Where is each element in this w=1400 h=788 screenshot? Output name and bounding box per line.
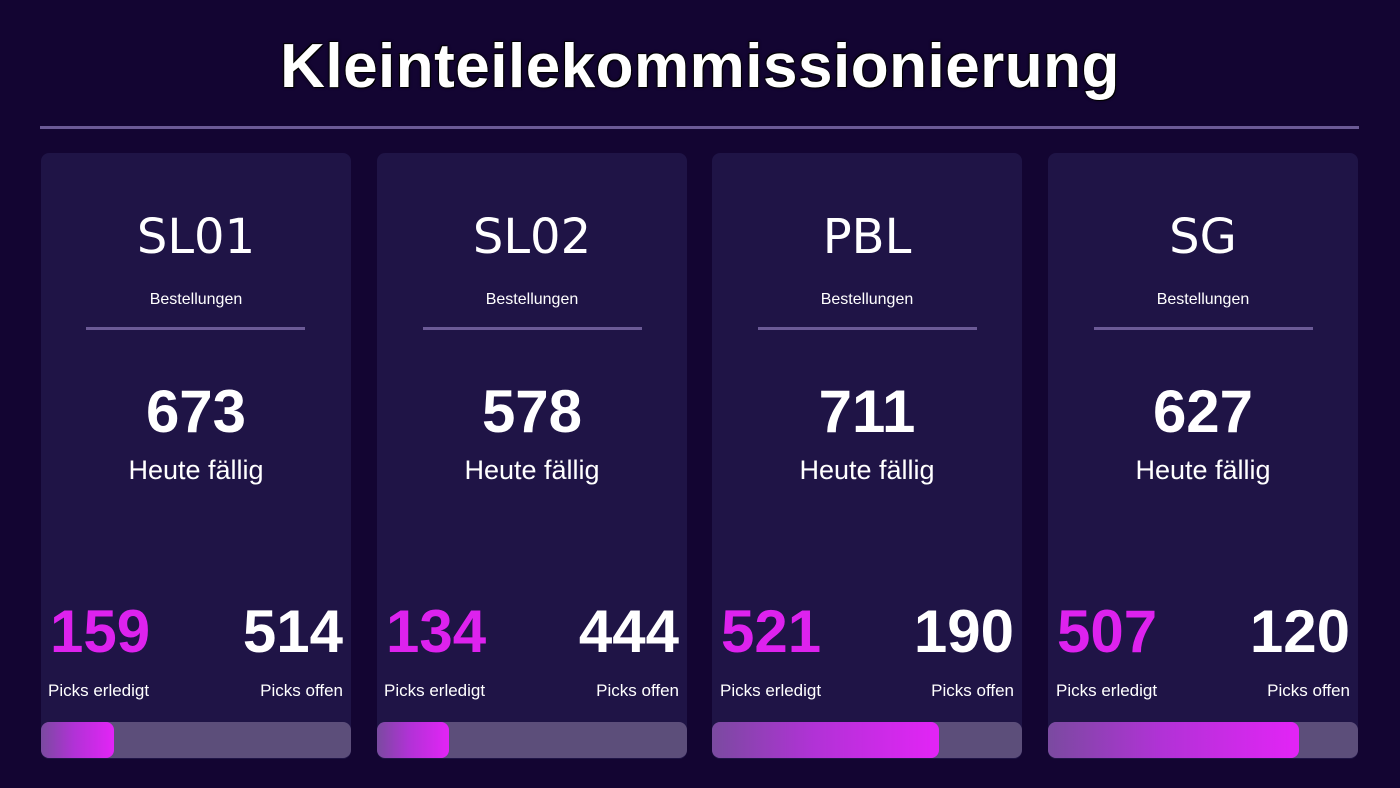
picks-open-label: Picks offen bbox=[931, 681, 1014, 700]
due-today-value: 673 bbox=[145, 378, 247, 445]
card-divider bbox=[758, 327, 977, 330]
title-divider bbox=[40, 126, 1359, 129]
progress-bar bbox=[41, 722, 351, 758]
card-name: SG bbox=[1169, 209, 1237, 265]
card-name: SL02 bbox=[472, 209, 592, 265]
due-today-label: Heute fällig bbox=[1135, 455, 1271, 485]
card-subtitle: Bestellungen bbox=[149, 291, 243, 308]
picks-open-label: Picks offen bbox=[596, 681, 679, 700]
progress-bar-fill bbox=[712, 722, 940, 758]
picks-done-label: Picks erledigt bbox=[720, 681, 822, 700]
picks-done-value: 159 bbox=[50, 598, 151, 665]
card-subtitle: Bestellungen bbox=[820, 291, 914, 308]
card-divider bbox=[86, 327, 305, 330]
due-today-label: Heute fällig bbox=[464, 455, 600, 485]
card-sl02 bbox=[377, 153, 687, 759]
card-sg bbox=[1048, 153, 1358, 759]
picks-done-value: 521 bbox=[721, 598, 822, 665]
card-divider bbox=[1094, 327, 1313, 330]
progress-bar bbox=[712, 722, 1022, 758]
picks-open-label: Picks offen bbox=[260, 681, 343, 700]
due-today-value: 578 bbox=[481, 378, 583, 445]
picks-done-label: Picks erledigt bbox=[48, 681, 150, 700]
card-name: SL01 bbox=[136, 209, 256, 265]
card-divider bbox=[423, 327, 642, 330]
page-title: Kleinteilekommissionierung bbox=[280, 32, 1120, 101]
card-subtitle: Bestellungen bbox=[485, 291, 579, 308]
progress-bar bbox=[377, 722, 687, 758]
due-today-value: 711 bbox=[818, 378, 916, 445]
card-name: PBL bbox=[822, 209, 912, 265]
picks-open-value: 120 bbox=[1249, 598, 1350, 665]
due-today-value: 627 bbox=[1152, 378, 1254, 445]
progress-bar-fill bbox=[41, 722, 115, 758]
due-today-label: Heute fällig bbox=[799, 455, 935, 485]
progress-bar-fill bbox=[377, 722, 449, 758]
card-sl01 bbox=[41, 153, 351, 759]
picks-done-value: 507 bbox=[1057, 598, 1158, 665]
due-today-label: Heute fällig bbox=[128, 455, 264, 485]
picks-open-value: 514 bbox=[242, 598, 343, 665]
picks-done-value: 134 bbox=[386, 598, 487, 665]
picks-done-label: Picks erledigt bbox=[384, 681, 486, 700]
card-subtitle: Bestellungen bbox=[1156, 291, 1250, 308]
card-pbl bbox=[712, 153, 1022, 759]
progress-bar-fill bbox=[1048, 722, 1299, 758]
picks-open-value: 190 bbox=[913, 598, 1014, 665]
progress-bar bbox=[1048, 722, 1358, 758]
picks-open-value: 444 bbox=[578, 598, 679, 665]
picks-open-label: Picks offen bbox=[1267, 681, 1350, 700]
picks-done-label: Picks erledigt bbox=[1056, 681, 1158, 700]
